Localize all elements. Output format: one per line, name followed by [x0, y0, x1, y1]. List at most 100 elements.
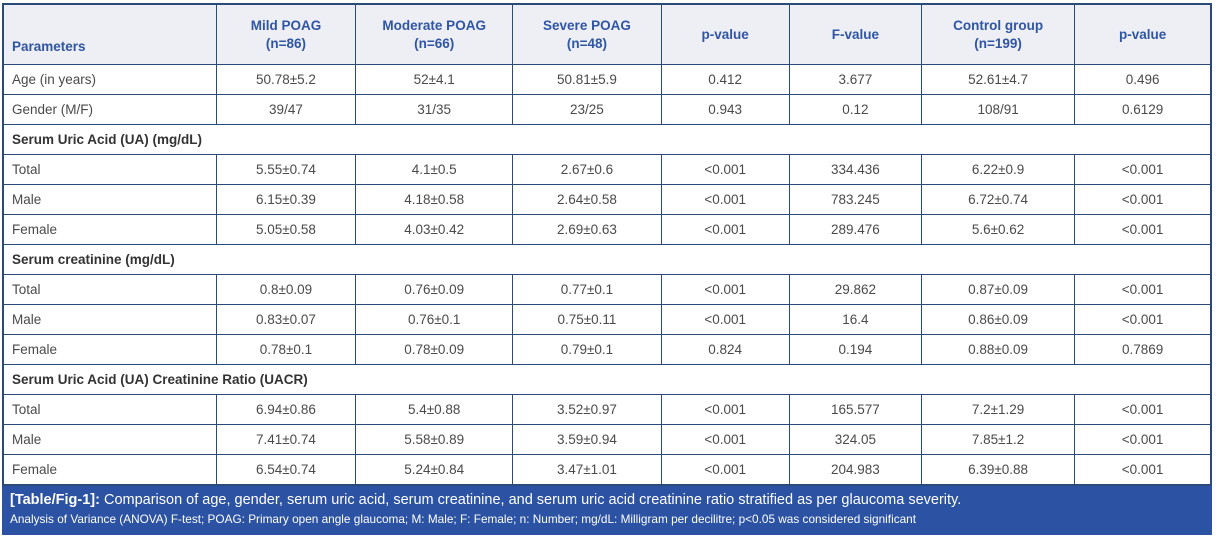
column-header: Mild POAG (n=86) [215, 3, 357, 65]
row-label: Male [2, 304, 217, 335]
data-cell: 5.05±0.58 [215, 214, 357, 245]
data-cell: 0.194 [788, 334, 922, 365]
data-cell: 3.52±0.97 [512, 394, 662, 425]
data-cell: 204.983 [788, 454, 922, 486]
data-cell: 3.47±1.01 [512, 454, 662, 486]
data-cell: 0.78±0.1 [215, 334, 357, 365]
data-cell: <0.001 [660, 394, 790, 425]
section-row: Serum Uric Acid (UA) (mg/dL) [2, 124, 1212, 155]
data-cell: 0.12 [788, 94, 922, 125]
column-header-parameters: Parameters [2, 3, 217, 65]
data-cell: 0.77±0.1 [512, 274, 662, 305]
data-cell: 23/25 [512, 94, 662, 125]
results-table: Parameters Mild POAG (n=86) Moderate POAG … [2, 3, 1212, 486]
data-cell: <0.001 [660, 274, 790, 305]
data-cell: <0.001 [1074, 304, 1212, 335]
data-cell: 6.72±0.74 [920, 184, 1076, 215]
section-row: Serum creatinine (mg/dL) [2, 244, 1212, 275]
data-cell: <0.001 [1074, 214, 1212, 245]
section-label: Serum creatinine (mg/dL) [2, 244, 1212, 275]
data-cell: 0.75±0.11 [512, 304, 662, 335]
data-cell: 0.79±0.1 [512, 334, 662, 365]
data-cell: 6.94±0.86 [215, 394, 357, 425]
column-header: Severe POAG (n=48) [512, 3, 662, 65]
data-cell: 4.1±0.5 [355, 154, 514, 185]
data-cell: 0.83±0.07 [215, 304, 357, 335]
data-cell: 39/47 [215, 94, 357, 125]
data-cell: 5.4±0.88 [355, 394, 514, 425]
data-cell: 50.78±5.2 [215, 64, 357, 95]
data-cell: 6.39±0.88 [920, 454, 1076, 486]
data-cell: 29.862 [788, 274, 922, 305]
data-cell: 2.67±0.6 [512, 154, 662, 185]
data-cell: <0.001 [660, 304, 790, 335]
data-cell: 50.81±5.9 [512, 64, 662, 95]
data-cell: 6.54±0.74 [215, 454, 357, 486]
data-cell: 6.15±0.39 [215, 184, 357, 215]
data-cell: <0.001 [1074, 184, 1212, 215]
data-cell: 0.86±0.09 [920, 304, 1076, 335]
data-cell: <0.001 [1074, 394, 1212, 425]
row-label: Female [2, 214, 217, 245]
table-row: Male 0.83±0.07 0.76±0.1 0.75±0.11 <0.001 16.4… [2, 304, 1212, 335]
table-row: Total 6.94±0.86 5.4±0.88 3.52±0.97 <0.001 165… [2, 394, 1212, 425]
table-row: Total 0.8±0.09 0.76±0.09 0.77±0.1 <0.001 29.8… [2, 274, 1212, 305]
table-row: Age (in years) 50.78±5.2 52±4.1 50.81±5.9 0.… [2, 64, 1212, 95]
table-row: Female 0.78±0.1 0.78±0.09 0.79±0.1 0.824 0.19… [2, 334, 1212, 365]
data-cell: 7.41±0.74 [215, 424, 357, 455]
data-cell: 52±4.1 [355, 64, 514, 95]
data-cell: 5.6±0.62 [920, 214, 1076, 245]
caption-note: Analysis of Variance (ANOVA) F-test; POA… [10, 511, 916, 526]
data-cell: 5.55±0.74 [215, 154, 357, 185]
column-header: p-value [660, 3, 790, 65]
data-cell: 0.6129 [1074, 94, 1212, 125]
table-row: Gender (M/F) 39/47 31/35 23/25 0.943 0.12 108/… [2, 94, 1212, 125]
data-cell: 165.577 [788, 394, 922, 425]
row-label: Age (in years) [2, 64, 217, 95]
row-label: Female [2, 334, 217, 365]
table-row: Male 7.41±0.74 5.58±0.89 3.59±0.94 <0.001 324… [2, 424, 1212, 455]
row-label: Gender (M/F) [2, 94, 217, 125]
data-cell: 3.677 [788, 64, 922, 95]
data-cell: 4.03±0.42 [355, 214, 514, 245]
data-cell: 0.76±0.09 [355, 274, 514, 305]
table-row: Male 6.15±0.39 4.18±0.58 2.64±0.58 <0.001 783… [2, 184, 1212, 215]
data-cell: 0.76±0.1 [355, 304, 514, 335]
section-label: Serum Uric Acid (UA) Creatinine Ratio (U… [2, 364, 1212, 395]
data-cell: 0.943 [660, 94, 790, 125]
row-label: Total [2, 394, 217, 425]
data-cell: 2.64±0.58 [512, 184, 662, 215]
row-label: Total [2, 274, 217, 305]
data-cell: 324.05 [788, 424, 922, 455]
data-cell: 4.18±0.58 [355, 184, 514, 215]
table-row: Female 6.54±0.74 5.24±0.84 3.47±1.01 <0.001 2… [2, 454, 1212, 486]
data-cell: <0.001 [660, 214, 790, 245]
table-body: Age (in years) 50.78±5.2 52±4.1 50.81±5.9 0.… [2, 64, 1212, 486]
data-cell: 5.24±0.84 [355, 454, 514, 486]
data-cell: 0.412 [660, 64, 790, 95]
data-cell: 6.22±0.9 [920, 154, 1076, 185]
data-cell: 5.58±0.89 [355, 424, 514, 455]
column-header: Moderate POAG (n=66) [355, 3, 514, 65]
data-cell: 7.85±1.2 [920, 424, 1076, 455]
row-label: Male [2, 184, 217, 215]
data-cell: 16.4 [788, 304, 922, 335]
data-cell: <0.001 [1074, 154, 1212, 185]
section-row: Serum Uric Acid (UA) Creatinine Ratio (U… [2, 364, 1212, 395]
column-header: p-value [1074, 3, 1212, 65]
data-cell: 2.69±0.63 [512, 214, 662, 245]
data-cell: 7.2±1.29 [920, 394, 1076, 425]
data-cell: <0.001 [1074, 454, 1212, 486]
row-label: Female [2, 454, 217, 486]
data-cell: <0.001 [1074, 274, 1212, 305]
row-label: Total [2, 154, 217, 185]
table-row: Female 5.05±0.58 4.03±0.42 2.69±0.63 <0.001 2… [2, 214, 1212, 245]
data-cell: 783.245 [788, 184, 922, 215]
data-cell: 0.824 [660, 334, 790, 365]
data-cell: 0.88±0.09 [920, 334, 1076, 365]
data-cell: 3.59±0.94 [512, 424, 662, 455]
row-label: Male [2, 424, 217, 455]
data-cell: <0.001 [660, 184, 790, 215]
data-cell: <0.001 [660, 424, 790, 455]
data-cell: 0.8±0.09 [215, 274, 357, 305]
